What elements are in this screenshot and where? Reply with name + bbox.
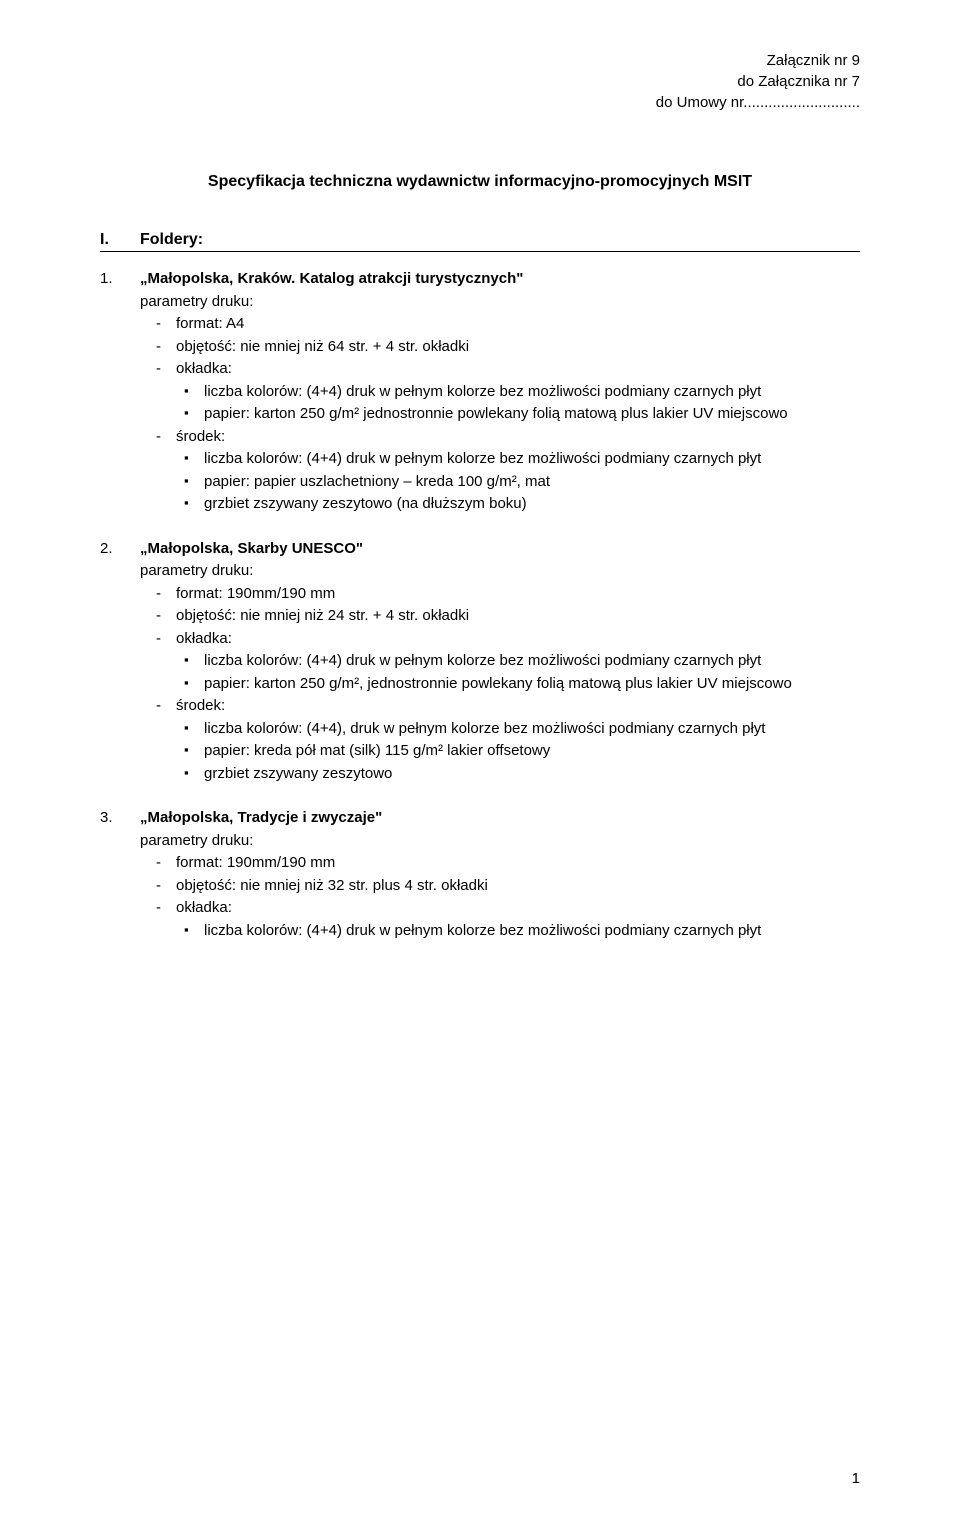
entry: 3.„Małopolska, Tradycje i zwyczaje"param… <box>100 807 860 942</box>
dash-item: format: 190mm/190 mm <box>140 852 860 875</box>
square-item: liczba kolorów: (4+4), druk w pełnym kol… <box>176 718 860 741</box>
square-list: liczba kolorów: (4+4), druk w pełnym kol… <box>176 718 860 786</box>
entry-number: 2. <box>100 538 140 561</box>
dash-list: format: 190mm/190 mm objętość: nie mniej … <box>140 852 860 942</box>
square-list: liczba kolorów: (4+4) druk w pełnym kolo… <box>176 650 860 695</box>
square-item: grzbiet zszywany zeszytowo (na dłuższym … <box>176 493 860 516</box>
dash-item-text: objętość: nie mniej niż 24 str. + 4 str.… <box>176 607 469 624</box>
square-list: liczba kolorów: (4+4) druk w pełnym kolo… <box>176 920 860 943</box>
header-line-2: do Załącznika nr 7 <box>100 71 860 92</box>
dash-item: format: 190mm/190 mm <box>140 583 860 606</box>
dash-item: okładka: liczba kolorów: (4+4) druk w peł… <box>140 897 860 942</box>
dash-item-text: objętość: nie mniej niż 64 str. + 4 str.… <box>176 338 469 355</box>
square-item: liczba kolorów: (4+4) druk w pełnym kolo… <box>176 920 860 943</box>
dash-item-text: środek: <box>176 697 225 714</box>
param-label: parametry druku: <box>140 560 860 583</box>
square-item: papier: karton 250 g/m² jednostronnie po… <box>176 403 860 426</box>
param-label: parametry druku: <box>140 291 860 314</box>
square-item: papier: papier uszlachetniony – kreda 10… <box>176 471 860 494</box>
dash-item: format: A4 <box>140 313 860 336</box>
header-line-3: do Umowy nr............................ <box>100 92 860 113</box>
entry-title: „Małopolska, Tradycje i zwyczaje" <box>140 807 382 830</box>
dash-item: objętość: nie mniej niż 32 str. plus 4 s… <box>140 875 860 898</box>
dash-item-text: okładka: <box>176 360 232 377</box>
section-number: I. <box>100 231 140 249</box>
dash-item: okładka: liczba kolorów: (4+4) druk w peł… <box>140 358 860 426</box>
entries-container: 1.„Małopolska, Kraków. Katalog atrakcji … <box>100 268 860 942</box>
param-label: parametry druku: <box>140 830 860 853</box>
dash-list: format: 190mm/190 mm objętość: nie mniej … <box>140 583 860 786</box>
entry-body: parametry druku:format: A4 objętość: nie … <box>140 291 860 516</box>
page-number: 1 <box>852 1470 860 1487</box>
entry-head: 1.„Małopolska, Kraków. Katalog atrakcji … <box>100 268 860 291</box>
entry-number: 3. <box>100 807 140 830</box>
dash-item-text: okładka: <box>176 899 232 916</box>
section-label: Foldery: <box>140 231 203 249</box>
square-list: liczba kolorów: (4+4) druk w pełnym kolo… <box>176 381 860 426</box>
entry: 1.„Małopolska, Kraków. Katalog atrakcji … <box>100 268 860 516</box>
header-line-1: Załącznik nr 9 <box>100 50 860 71</box>
dash-item: okładka: liczba kolorów: (4+4) druk w peł… <box>140 628 860 696</box>
entry-body: parametry druku:format: 190mm/190 mm obję… <box>140 830 860 943</box>
square-item: liczba kolorów: (4+4) druk w pełnym kolo… <box>176 448 860 471</box>
document-title: Specyfikacja techniczna wydawnictw infor… <box>100 173 860 191</box>
header-block: Załącznik nr 9 do Załącznika nr 7 do Umo… <box>100 50 860 113</box>
entry: 2.„Małopolska, Skarby UNESCO"parametry d… <box>100 538 860 786</box>
dash-item-text: okładka: <box>176 630 232 647</box>
dash-item: środek: liczba kolorów: (4+4) druk w pełn… <box>140 426 860 516</box>
entry-number: 1. <box>100 268 140 291</box>
square-item: papier: kreda pół mat (silk) 115 g/m² la… <box>176 740 860 763</box>
entry-head: 2.„Małopolska, Skarby UNESCO" <box>100 538 860 561</box>
dash-item: środek: liczba kolorów: (4+4), druk w peł… <box>140 695 860 785</box>
dash-item-text: objętość: nie mniej niż 32 str. plus 4 s… <box>176 877 488 894</box>
dash-item-text: format: A4 <box>176 315 244 332</box>
square-item: grzbiet zszywany zeszytowo <box>176 763 860 786</box>
square-item: papier: karton 250 g/m², jednostronnie p… <box>176 673 860 696</box>
square-list: liczba kolorów: (4+4) druk w pełnym kolo… <box>176 448 860 516</box>
dash-list: format: A4 objętość: nie mniej niż 64 str… <box>140 313 860 516</box>
dash-item: objętość: nie mniej niż 64 str. + 4 str.… <box>140 336 860 359</box>
entry-title: „Małopolska, Kraków. Katalog atrakcji tu… <box>140 268 523 291</box>
section-heading: I. Foldery: <box>100 231 860 252</box>
entry-body: parametry druku: format: 190mm/190 mm obję… <box>140 560 860 785</box>
square-item: liczba kolorów: (4+4) druk w pełnym kolo… <box>176 381 860 404</box>
dash-item-text: format: 190mm/190 mm <box>176 854 335 871</box>
square-item: liczba kolorów: (4+4) druk w pełnym kolo… <box>176 650 860 673</box>
entry-head: 3.„Małopolska, Tradycje i zwyczaje" <box>100 807 860 830</box>
dash-item: objętość: nie mniej niż 24 str. + 4 str.… <box>140 605 860 628</box>
document-page: Załącznik nr 9 do Załącznika nr 7 do Umo… <box>0 0 960 1517</box>
dash-item-text: środek: <box>176 428 225 445</box>
entry-title: „Małopolska, Skarby UNESCO" <box>140 538 363 561</box>
dash-item-text: format: 190mm/190 mm <box>176 585 335 602</box>
